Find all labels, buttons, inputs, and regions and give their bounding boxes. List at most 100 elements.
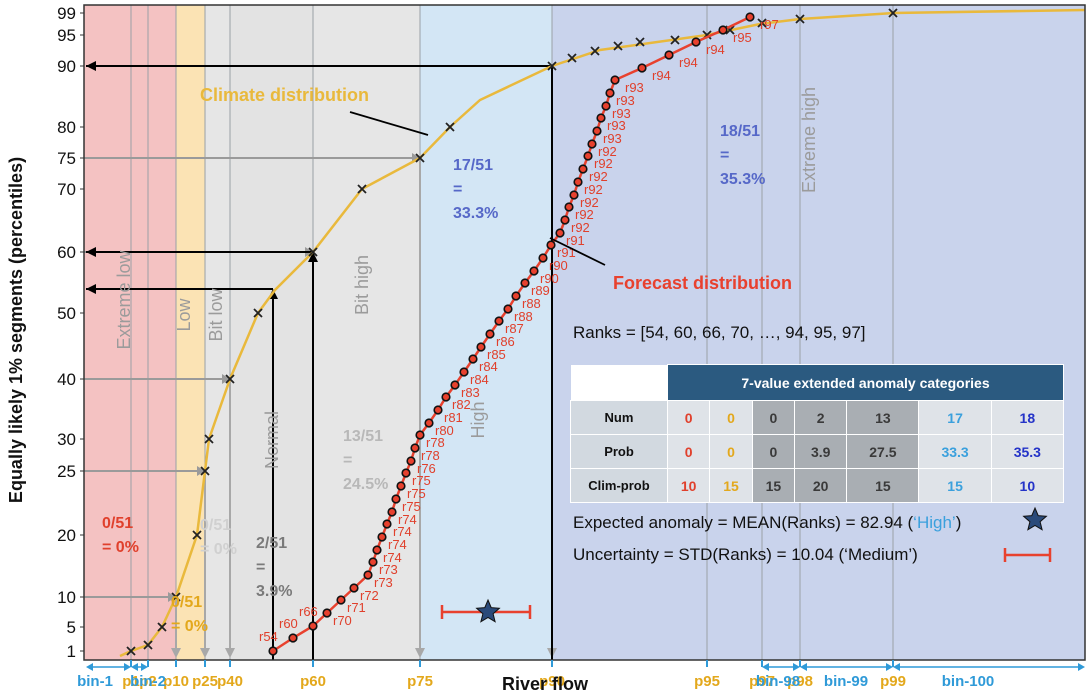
drop-arrow-p10 <box>171 648 181 658</box>
forecast-point-34 <box>560 215 570 225</box>
table-title: 7-value extended anomaly categories <box>667 364 1064 401</box>
table-cell: 15 <box>709 468 753 503</box>
climate-marker-14 <box>567 53 577 63</box>
y-tick-80: 80 <box>57 118 76 137</box>
uncertainty-text: Uncertainty = STD(Ranks) = 10.04 (‘Mediu… <box>573 545 918 564</box>
rank-label-47: r94 <box>679 55 698 70</box>
climate-marker-6 <box>204 434 214 444</box>
y-axis-label: Equally likely 1% segments (percentiles) <box>6 157 26 503</box>
table-cell: 0 <box>751 434 796 469</box>
x-tick-p75: p75 <box>407 673 433 690</box>
rank-label-44: r93 <box>616 93 635 108</box>
climate-marker-5 <box>200 466 210 476</box>
rank-label-13: r75 <box>407 486 426 501</box>
rank-label-49: r95 <box>733 30 752 45</box>
table-cell: 3.9 <box>794 434 848 469</box>
forecast-point-18 <box>424 418 434 428</box>
forecast-point-15 <box>406 456 416 466</box>
x-tick-p40: p40 <box>217 673 243 690</box>
forecast-point-2 <box>308 621 318 631</box>
climate-marker-17 <box>635 37 645 47</box>
climate-marker-3 <box>171 592 181 602</box>
climate-marker-13 <box>547 61 557 71</box>
rank-label-0: r54 <box>259 629 278 644</box>
drop-arrow-p75 <box>415 648 425 658</box>
y-tick-99: 99 <box>57 4 76 23</box>
bin-pct-6: 35.3% <box>720 171 765 188</box>
rank-label-21: r83 <box>461 385 480 400</box>
anomaly-categories-table: 7-value extended anomaly categories Num 0… <box>570 364 1065 503</box>
forecast-point-0 <box>268 646 278 656</box>
table-cell: 18 <box>990 400 1065 435</box>
x-tick-p99: p99 <box>880 673 906 690</box>
forecast-point-36 <box>569 190 579 200</box>
forecast-pointer <box>549 237 606 266</box>
bin-arrowhead-r-bin-100 <box>1078 663 1085 671</box>
x-axis-label: River flow <box>502 674 589 694</box>
guide-arrow-25 <box>197 466 205 476</box>
x-tick-p10: p10 <box>163 673 189 690</box>
table-cell: 10 <box>666 468 711 503</box>
forecast-label: Forecast distribution <box>613 273 792 293</box>
climate-marker-16 <box>613 41 623 51</box>
bin-fraction-6: 18/51 <box>720 123 760 140</box>
rank-label-34: r92 <box>571 220 590 235</box>
rank-label-20: r82 <box>452 397 471 412</box>
bin-eq-4: = <box>343 452 352 469</box>
table-cell: 35.3 <box>990 434 1065 469</box>
forecast-point-13 <box>396 481 406 491</box>
forecast-point-5 <box>349 583 359 593</box>
drop-arrow-p40 <box>225 648 235 658</box>
rank-label-41: r93 <box>603 131 622 146</box>
table-cell: 0 <box>666 400 711 435</box>
forecast-point-31 <box>538 253 548 263</box>
category-label-6: Extreme high <box>799 87 819 193</box>
bin-fraction-0: 0/51 <box>102 515 133 532</box>
climate-marker-18 <box>670 35 680 45</box>
bin-arrowhead-r-bin-98 <box>793 663 800 671</box>
expected-star <box>475 598 501 623</box>
y-tick-60: 60 <box>57 243 76 262</box>
forecast-point-41 <box>592 126 602 136</box>
forecast-point-24 <box>476 342 486 352</box>
table-cell: 2 <box>794 400 848 435</box>
forecast-point-29 <box>520 278 530 288</box>
forecast-point-25 <box>485 329 495 339</box>
rank-label-48: r94 <box>706 42 725 57</box>
climate-marker-22 <box>795 14 805 24</box>
table-cell: 20 <box>794 468 848 503</box>
rank-label-25: r86 <box>496 334 515 349</box>
climate-marker-15 <box>590 46 600 56</box>
x-tick-p25: p25 <box>192 673 218 690</box>
forecast-point-6 <box>363 570 373 580</box>
y-tick-50: 50 <box>57 304 76 323</box>
forecast-point-23 <box>468 354 478 364</box>
bin-pct-5: 33.3% <box>453 205 498 222</box>
table-row: Clim-prob 10 15 15 20 15 15 10 <box>570 468 1065 503</box>
bin-arrowhead-l-bin-2 <box>131 663 138 671</box>
climate-marker-21 <box>757 18 767 28</box>
rank-label-12: r75 <box>402 499 421 514</box>
rank-label-3: r70 <box>333 613 352 628</box>
rank-label-28: r88 <box>522 296 541 311</box>
rank-label-16: r78 <box>421 448 440 463</box>
bin-arrowhead-l-bin-98 <box>762 663 769 671</box>
forecast-point-11 <box>387 507 397 517</box>
forecast-point-19 <box>433 405 443 415</box>
category-label-2: Bit low <box>206 287 226 341</box>
guide-arrow-10 <box>168 592 176 602</box>
bin-label-bin-1: bin-1 <box>77 673 113 690</box>
forecast-point-37 <box>573 177 583 187</box>
forecast-point-39 <box>583 151 593 161</box>
x-tick-p90: p90 <box>539 673 565 690</box>
forecast-point-44 <box>605 88 615 98</box>
forecast-point-48 <box>691 37 701 47</box>
rank-label-31: r90 <box>549 258 568 273</box>
rank-label-40: r92 <box>598 144 617 159</box>
bin-fraction-4: 13/51 <box>343 428 383 445</box>
bin-arrowhead-l-bin-100 <box>893 663 900 671</box>
drop-arrow-p25 <box>200 648 210 658</box>
rank-label-6: r73 <box>374 575 393 590</box>
table-cell: 13 <box>846 400 920 435</box>
